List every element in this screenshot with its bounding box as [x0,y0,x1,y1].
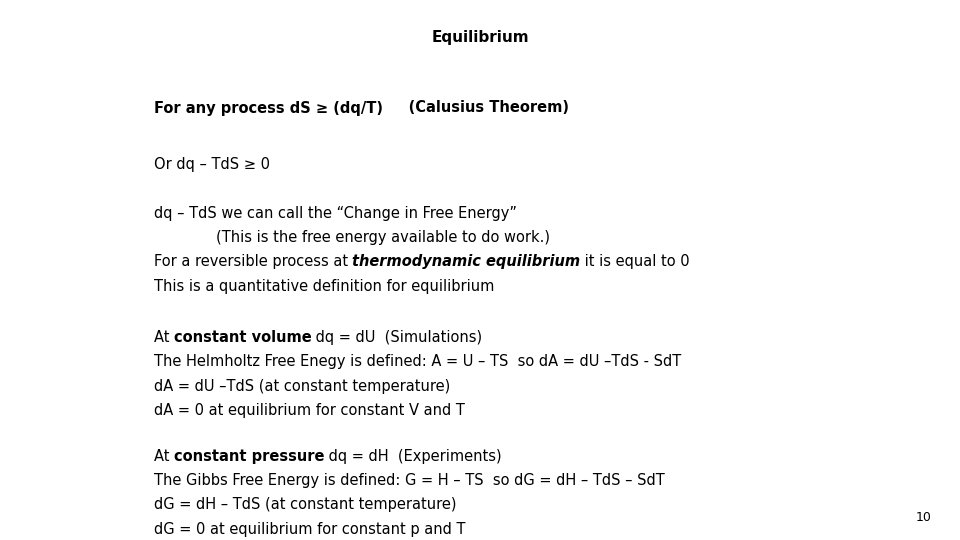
Text: dq = dH  (Experiments): dq = dH (Experiments) [324,449,502,464]
Text: it is equal to 0: it is equal to 0 [581,254,690,269]
Text: dG = 0 at equilibrium for constant p and T: dG = 0 at equilibrium for constant p and… [154,522,465,537]
Text: constant pressure: constant pressure [174,449,324,464]
Text: The Helmholtz Free Enegy is defined: A = U – TS  so dA = dU –TdS - SdT: The Helmholtz Free Enegy is defined: A =… [154,354,681,369]
Text: (Calusius Theorem): (Calusius Theorem) [383,100,568,116]
Text: dA = dU –TdS (at constant temperature): dA = dU –TdS (at constant temperature) [154,379,450,394]
Text: Or dq – TdS ≥ 0: Or dq – TdS ≥ 0 [154,157,270,172]
Text: dG = dH – TdS (at constant temperature): dG = dH – TdS (at constant temperature) [154,497,456,512]
Text: dq = dU  (Simulations): dq = dU (Simulations) [311,330,483,345]
Text: For any process dS ≥ (dq/T): For any process dS ≥ (dq/T) [154,100,383,116]
Text: 10: 10 [915,511,931,524]
Text: constant volume: constant volume [174,330,311,345]
Text: Equilibrium: Equilibrium [431,30,529,45]
Text: thermodynamic equilibrium: thermodynamic equilibrium [352,254,581,269]
Text: At: At [154,330,174,345]
Text: dA = 0 at equilibrium for constant V and T: dA = 0 at equilibrium for constant V and… [154,403,465,418]
Text: dq – TdS we can call the “Change in Free Energy”: dq – TdS we can call the “Change in Free… [154,206,516,221]
Text: This is a quantitative definition for equilibrium: This is a quantitative definition for eq… [154,279,494,294]
Text: For a reversible process at: For a reversible process at [154,254,352,269]
Text: (This is the free energy available to do work.): (This is the free energy available to do… [216,230,550,245]
Text: The Gibbs Free Energy is defined: G = H – TS  so dG = dH – TdS – SdT: The Gibbs Free Energy is defined: G = H … [154,473,664,488]
Text: At: At [154,449,174,464]
